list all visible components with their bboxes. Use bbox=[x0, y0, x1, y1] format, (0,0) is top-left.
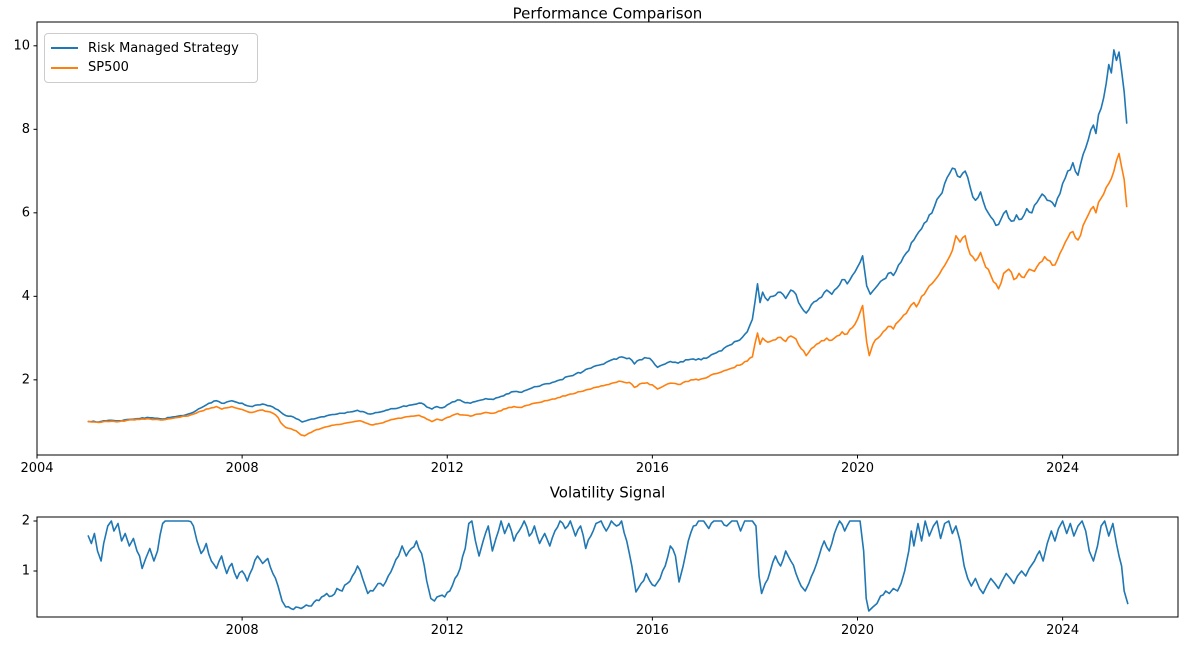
x-tick-label: 2016 bbox=[636, 461, 669, 476]
series-line-sp500 bbox=[87, 152, 1128, 437]
x-tick-label: 2020 bbox=[841, 623, 874, 638]
legend-label: SP500 bbox=[88, 60, 129, 76]
y-tick-label: 10 bbox=[13, 38, 30, 53]
x-tick-label: 2012 bbox=[431, 623, 464, 638]
series-line-volatility-signal bbox=[87, 520, 1129, 612]
legend: Risk Managed Strategy SP500 bbox=[44, 33, 258, 83]
series-line-risk-managed-strategy bbox=[87, 49, 1128, 423]
x-tick-label: 2004 bbox=[20, 461, 53, 476]
plot-border bbox=[36, 21, 1179, 456]
plot-title: Volatility Signal bbox=[550, 484, 666, 502]
legend-label: Risk Managed Strategy bbox=[88, 40, 239, 56]
legend-line-risk-managed-strategy bbox=[51, 47, 78, 50]
y-tick-label: 8 bbox=[22, 122, 30, 137]
plot-title: Performance Comparison bbox=[513, 5, 703, 23]
y-tick-label: 2 bbox=[22, 514, 30, 529]
y-tick-label: 4 bbox=[22, 289, 30, 304]
x-tick-label: 2024 bbox=[1046, 623, 1079, 638]
x-tick-label: 2020 bbox=[841, 461, 874, 476]
y-tick-label: 6 bbox=[22, 205, 30, 220]
y-tick-label: 1 bbox=[22, 564, 30, 579]
legend-item: Risk Managed Strategy bbox=[51, 41, 249, 56]
legend-item: SP500 bbox=[51, 60, 249, 75]
x-tick-label: 2024 bbox=[1046, 461, 1079, 476]
legend-line-sp500 bbox=[51, 66, 78, 69]
plot-border bbox=[36, 516, 1179, 618]
x-tick-label: 2008 bbox=[226, 461, 259, 476]
y-tick-label: 2 bbox=[22, 372, 30, 387]
x-tick-label: 2016 bbox=[636, 623, 669, 638]
x-tick-label: 2012 bbox=[431, 461, 464, 476]
x-tick-label: 2008 bbox=[226, 623, 259, 638]
